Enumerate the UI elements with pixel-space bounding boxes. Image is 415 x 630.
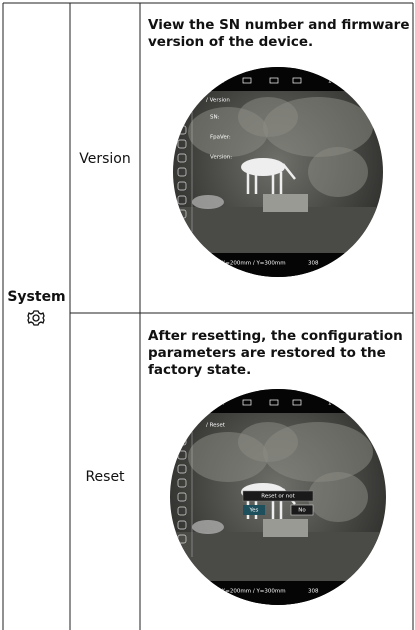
no-label: No — [298, 508, 306, 514]
menu-icon — [177, 478, 187, 488]
status-icon — [242, 399, 252, 406]
row-description: After resetting, the configuration param… — [148, 328, 403, 378]
menu-icon — [177, 139, 187, 149]
rock — [263, 194, 308, 212]
count-text: 308 — [308, 589, 319, 595]
menu-icon — [177, 167, 187, 177]
dialog-title: Reset or not — [261, 494, 295, 500]
status-text: A X=200mm / Y=300mm — [216, 589, 286, 595]
status-icon — [242, 77, 252, 84]
foliage — [238, 97, 298, 137]
category-label: System — [7, 289, 66, 305]
time-label: 14:12 — [328, 79, 344, 85]
foliage — [308, 472, 368, 522]
yes-label: Yes — [249, 508, 259, 514]
device-screen: 1.0 X 14:12 / Reset Reset or not Yes No A X=20… — [170, 389, 386, 605]
status-icon — [292, 399, 302, 406]
row-name: Version — [79, 151, 131, 167]
menu-icon — [177, 153, 187, 163]
info-field: FpaVer: — [210, 135, 231, 141]
menu-icon — [177, 111, 187, 121]
status-icon — [292, 77, 302, 84]
row-name: Reset — [85, 469, 125, 485]
time-label: 14:12 — [328, 401, 344, 407]
status-icon — [269, 77, 279, 84]
menu-icon — [177, 506, 187, 516]
dialog-title-box — [242, 490, 314, 502]
menu-icon — [177, 492, 187, 502]
menu-icon — [177, 195, 187, 205]
status-text: A X=200mm / Y=300mm — [216, 261, 286, 267]
settings-icon — [27, 310, 45, 326]
status-icon — [269, 399, 279, 406]
foliage — [308, 147, 368, 197]
zoom-label: 1.0 X — [210, 79, 224, 85]
device-screen: 1.0 X 14:12 / Version SN: FpaVer: Version: A X… — [173, 67, 383, 277]
row-description: View the SN number and firmware version … — [148, 17, 410, 50]
deer-legs — [246, 163, 296, 194]
foliage — [238, 422, 298, 462]
mode-text: S — [340, 589, 344, 595]
yes-button — [243, 505, 265, 515]
no-button — [290, 504, 314, 516]
deer-faint — [192, 195, 224, 209]
menu-title: / Version — [206, 98, 230, 104]
deer — [241, 158, 285, 176]
menu-icon — [177, 181, 187, 191]
count-text: 308 — [308, 261, 319, 267]
menu-icon — [177, 520, 187, 530]
menu-icon — [177, 464, 187, 474]
info-field: SN: — [210, 115, 220, 121]
menu-title: / Reset — [206, 423, 226, 429]
deer-faint — [192, 520, 224, 534]
rock — [263, 519, 308, 537]
info-field: Version: — [210, 155, 232, 161]
mode-text: S — [340, 261, 344, 267]
zoom-label: 1.0 X — [210, 401, 224, 407]
